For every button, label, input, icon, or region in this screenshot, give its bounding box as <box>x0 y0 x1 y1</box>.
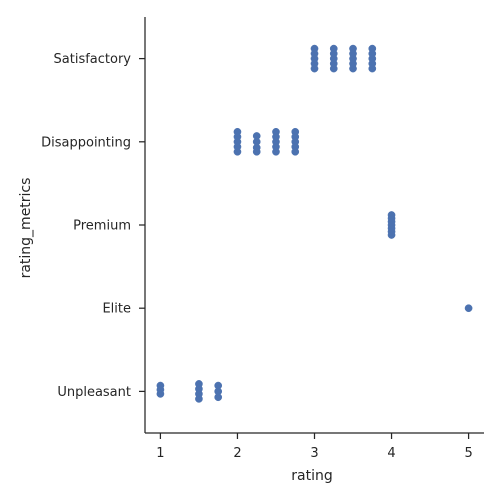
data-point <box>195 395 203 403</box>
x-tick-label-4: 4 <box>387 446 395 461</box>
data-point <box>291 147 300 156</box>
axes <box>144 17 484 434</box>
data-point <box>464 304 473 313</box>
y-tick-label-unpleasant: Unpleasant <box>57 385 131 400</box>
data-point <box>387 231 396 239</box>
y-ticks: Satisfactory Disappointing Premium Elite Unp… <box>41 52 145 400</box>
y-tick-label-disappointing: Disappointing <box>41 135 131 150</box>
y-axis-title: rating_metrics <box>18 178 34 279</box>
data-point <box>349 64 357 73</box>
x-axis-title: rating <box>291 468 332 484</box>
x-ticks: 1 2 3 4 5 <box>156 433 473 461</box>
data-point <box>214 393 223 402</box>
data-point <box>329 64 338 73</box>
y-tick-label-premium: Premium <box>73 219 131 234</box>
data-point <box>272 147 280 156</box>
x-tick-label-5: 5 <box>464 446 472 461</box>
data-point <box>310 64 319 73</box>
y-tick-label-elite: Elite <box>102 302 131 317</box>
x-tick-label-3: 3 <box>310 446 318 461</box>
data-point <box>233 147 242 156</box>
data-point <box>156 390 165 398</box>
x-tick-label-1: 1 <box>156 446 164 461</box>
points <box>156 44 473 403</box>
x-tick-label-2: 2 <box>233 446 241 461</box>
y-tick-label-satisfactory: Satisfactory <box>54 52 132 67</box>
data-point <box>252 147 261 156</box>
data-point <box>368 64 377 73</box>
